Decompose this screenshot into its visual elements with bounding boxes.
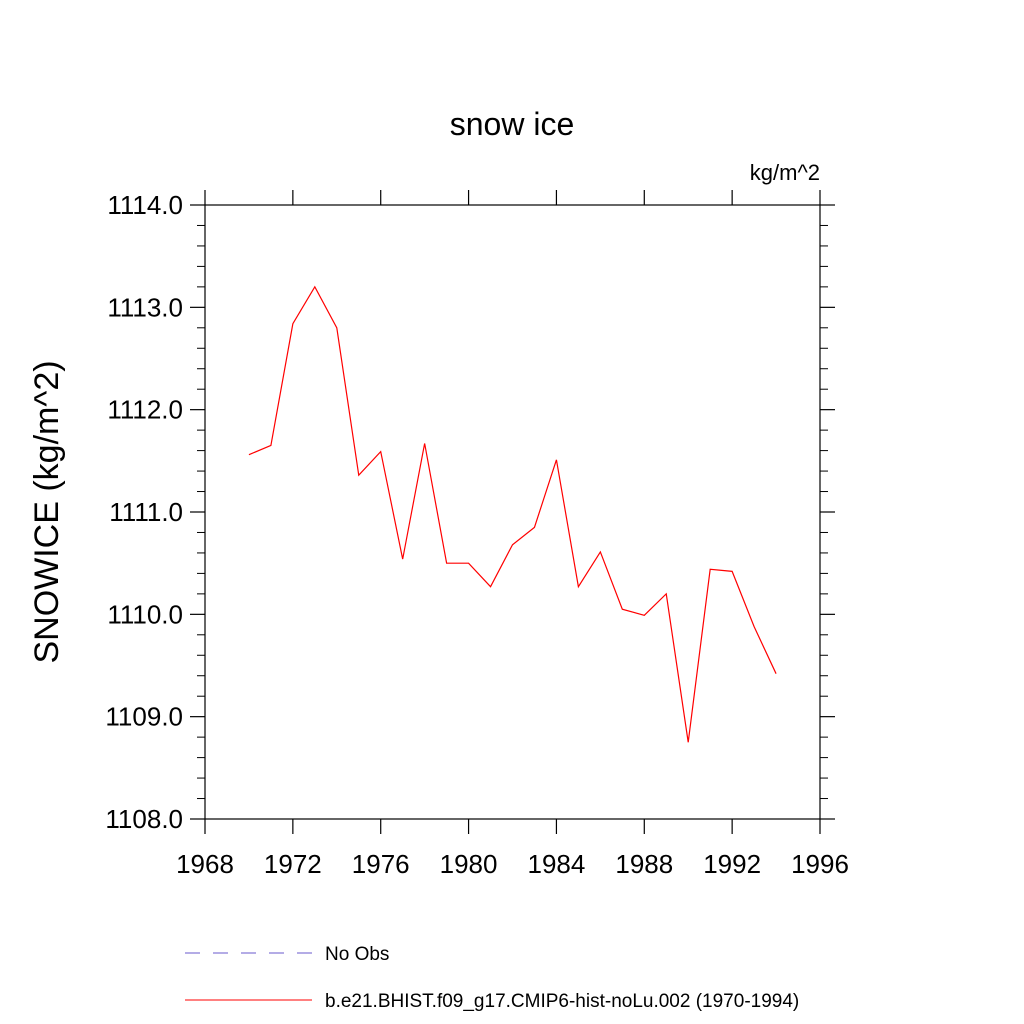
y-tick-label: 1111.0 (109, 497, 183, 527)
y-tick-label: 1109.0 (105, 702, 183, 732)
legend-label-1: b.e21.BHIST.f09_g17.CMIP6-hist-noLu.002 … (325, 991, 799, 1012)
y-tick-label: 1110.0 (107, 599, 183, 629)
series-group (248, 285, 777, 743)
x-tick-label: 1996 (791, 849, 849, 879)
x-tick-label: 1988 (615, 849, 673, 879)
x-tick-label: 1984 (528, 849, 586, 879)
y-tick-label: 1108.0 (105, 804, 183, 834)
minor-ticks (197, 224, 828, 800)
series-line-0 (248, 285, 777, 743)
y-tick-label: 1113.0 (107, 292, 183, 322)
y-tick-labels: 1108.0 1109.0 1110.0 1111.0 1112.0 1113.0 1114… (105, 190, 183, 834)
y-tick-label: 1114.0 (107, 190, 183, 220)
major-ticks (190, 190, 835, 834)
x-tick-label: 1980 (440, 849, 498, 879)
chart-title: snow ice (450, 106, 575, 142)
x-tick-label: 1972 (264, 849, 322, 879)
x-tick-label: 1976 (352, 849, 410, 879)
legend: No Obs b.e21.BHIST.f09_g17.CMIP6-hist-noL… (185, 944, 799, 1012)
plot-frame (204, 204, 821, 820)
x-tick-labels: 1968 1972 1976 1980 1984 1988 1992 1996 (176, 849, 849, 879)
legend-label-0: No Obs (325, 944, 389, 965)
y-tick-label: 1112.0 (107, 395, 183, 425)
units-label: kg/m^2 (750, 160, 820, 185)
x-tick-label: 1992 (703, 849, 761, 879)
x-tick-label: 1968 (176, 849, 234, 879)
y-axis-title: SNOWICE (kg/m^2) (28, 360, 66, 663)
